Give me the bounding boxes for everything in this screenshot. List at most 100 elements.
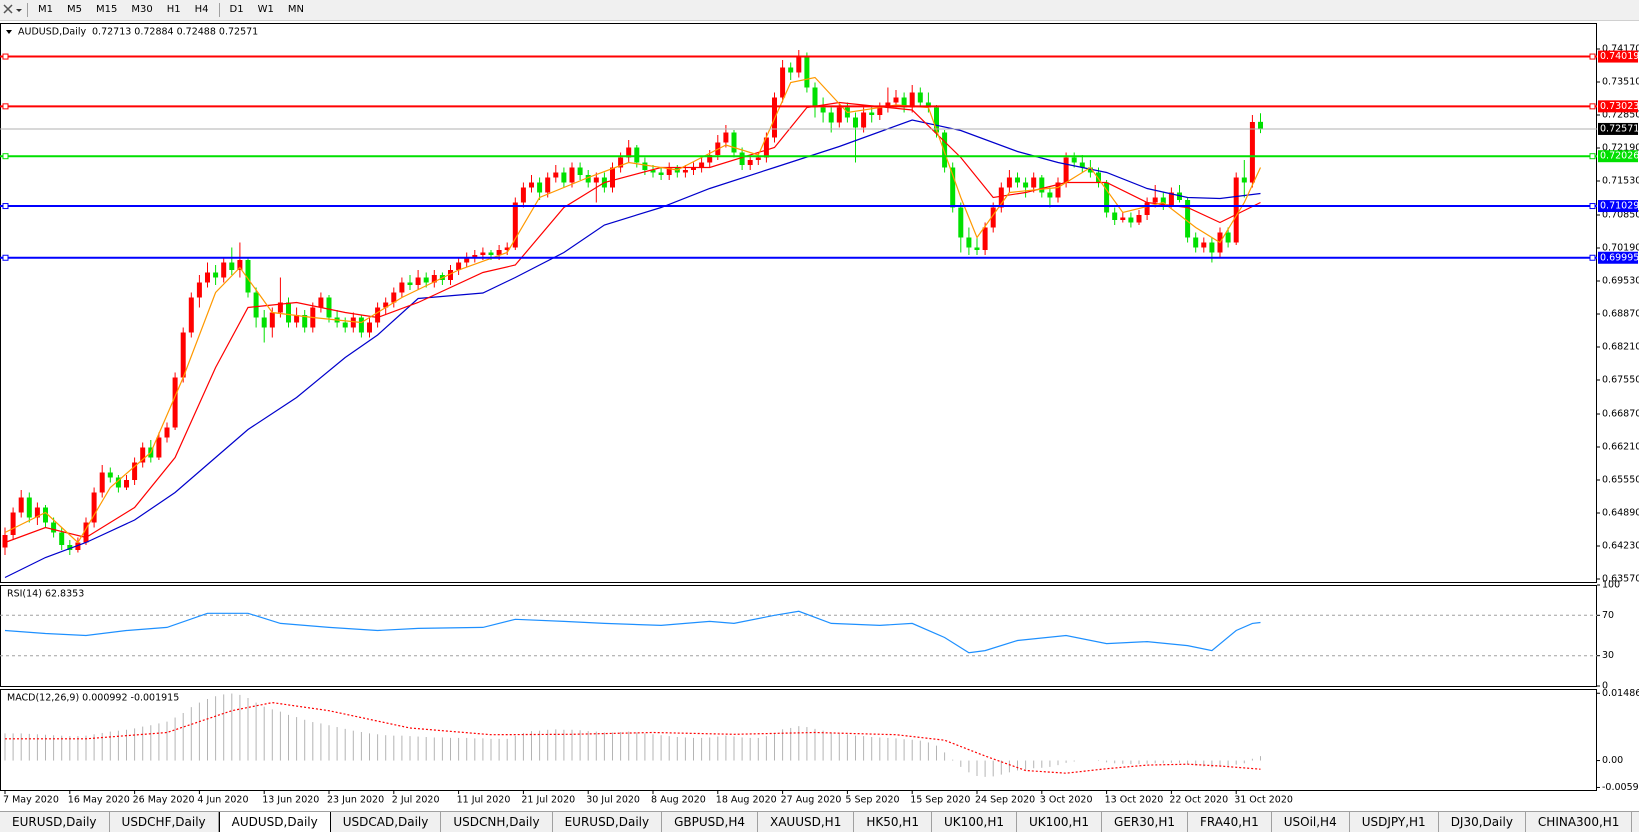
timeframe-button[interactable]: M15 <box>96 4 118 15</box>
y-tick-label: 0.63570 <box>1602 574 1639 585</box>
candle-body <box>917 92 923 103</box>
chart-tab[interactable]: UK100,H1 <box>1017 812 1103 832</box>
candle-body <box>75 542 81 550</box>
chart-tab[interactable]: DJ30,Daily <box>1439 812 1526 832</box>
chart: 0.74170 0.73510 0.72850 0.72190 0.71530 0.708… <box>0 23 1639 806</box>
candle-body <box>520 187 526 203</box>
candle-body <box>828 112 834 123</box>
candle-body <box>691 167 696 170</box>
candle-body <box>504 247 510 250</box>
candle-body <box>1225 232 1231 243</box>
candle-body <box>1128 217 1134 223</box>
candle-body <box>650 170 656 173</box>
candle-body <box>1201 242 1207 248</box>
candle-body <box>448 270 453 280</box>
candle-body <box>180 332 186 378</box>
chart-tab[interactable]: USDCAD,Daily <box>331 812 442 832</box>
x-tick-label: 22 Oct 2020 <box>1169 795 1228 806</box>
chart-tab[interactable]: UK100,H1 <box>932 812 1017 832</box>
candle-body <box>488 252 494 255</box>
chart-tab[interactable]: FRA40,H1 <box>1188 812 1272 832</box>
panel-plot <box>4 693 1261 777</box>
line-anchor <box>1589 53 1596 60</box>
y-tick-label: 0.65550 <box>1602 475 1639 486</box>
chart-tab[interactable]: GBPUSD,H4 <box>662 812 758 832</box>
panel-title: AUDUSD,Daily <box>18 27 87 38</box>
candle-body <box>367 322 372 333</box>
candle-body <box>658 172 664 175</box>
chart-tab[interactable]: XAUUSD,H1 <box>758 812 855 832</box>
timeframe-button[interactable]: M5 <box>67 4 82 15</box>
chart-tab[interactable]: USOil,H4 <box>1272 812 1350 832</box>
timeframe-button[interactable]: W1 <box>257 4 274 15</box>
x-tick-label: 18 Aug 2020 <box>716 795 777 806</box>
chart-tab[interactable]: USOil,H1 <box>1632 812 1639 832</box>
candle-body <box>553 172 559 178</box>
candle-body <box>682 170 688 173</box>
candle-body <box>124 480 129 488</box>
chart-tab[interactable]: USDCHF,Daily <box>110 812 219 832</box>
chart-tab[interactable]: EURUSD,Daily <box>553 812 663 832</box>
chart-tab[interactable]: USDCNH,Daily <box>441 812 553 832</box>
timeframe-button[interactable]: M30 <box>131 4 153 15</box>
candle-body <box>423 277 429 283</box>
candle-body <box>1015 177 1020 183</box>
candle-body <box>326 297 332 318</box>
chart-tab[interactable]: USDJPY,H1 <box>1350 812 1439 832</box>
candle-body <box>569 167 575 183</box>
candle-body <box>593 177 599 183</box>
candle-body <box>245 260 251 293</box>
x-tick-label: 5 Sep 2020 <box>845 795 899 806</box>
timeframe-button[interactable]: M1 <box>38 4 53 15</box>
x-tick-label: 23 Jun 2020 <box>327 795 384 806</box>
x-tick-label: 7 May 2020 <box>3 795 59 806</box>
y-tick-label: 0.68870 <box>1602 309 1639 320</box>
y-tick-label: -0.005938 <box>1602 782 1639 793</box>
timeframe-button[interactable]: MN <box>287 4 304 15</box>
candle-body <box>1249 122 1255 183</box>
panel-title: MACD(12,26,9) 0.000992 -0.001915 <box>7 693 179 704</box>
panel-frame <box>0 585 1597 687</box>
chart-tab[interactable]: HK50,H1 <box>854 812 932 832</box>
candle-body <box>318 297 324 308</box>
candle-body <box>747 160 753 165</box>
x-tick-label: 11 Jul 2020 <box>457 795 511 806</box>
candle-body <box>277 302 283 313</box>
moving-average <box>4 101 1261 544</box>
candle-body <box>820 107 826 113</box>
y-tick-label: 100 <box>1602 580 1620 591</box>
price-label: 0.72571 <box>1600 123 1639 134</box>
chart-tab[interactable]: GER30,H1 <box>1102 812 1188 832</box>
line-anchor <box>1589 203 1596 210</box>
candle-body <box>909 92 915 108</box>
y-tick-label: 0.68210 <box>1602 342 1639 353</box>
candle-body <box>666 167 672 175</box>
candle-body <box>350 317 356 328</box>
price-label-box <box>1598 251 1638 264</box>
candle-body <box>998 187 1004 208</box>
candle-body <box>585 175 591 183</box>
timeframe-button[interactable]: D1 <box>229 4 244 15</box>
chart-tab[interactable]: EURUSD,Daily <box>0 812 110 832</box>
timeframe-button[interactable]: H1 <box>166 4 181 15</box>
candle-body <box>885 102 891 108</box>
candle-body <box>1185 200 1191 238</box>
chart-tab[interactable]: AUDUSD,Daily <box>218 812 331 832</box>
candle-body <box>699 162 705 168</box>
candle-body <box>237 260 243 270</box>
x-tick-label: 15 Sep 2020 <box>910 795 970 806</box>
candle-body <box>763 137 769 158</box>
crosshair-tool[interactable] <box>0 1 24 19</box>
candle-body <box>91 492 97 523</box>
candle-body <box>1055 182 1061 198</box>
chart-tab[interactable]: CHINA300,H1 <box>1526 812 1633 832</box>
line-anchor <box>2 203 9 210</box>
y-tick-label: 0.70850 <box>1602 210 1639 221</box>
candle-body <box>1258 121 1263 129</box>
candle-body <box>415 277 421 285</box>
timeframe-button[interactable]: H4 <box>194 4 209 15</box>
candle-body <box>707 155 713 163</box>
x-tick-label: 27 Aug 2020 <box>781 795 842 806</box>
rsi-line <box>4 610 1261 654</box>
candle-body <box>990 207 996 228</box>
